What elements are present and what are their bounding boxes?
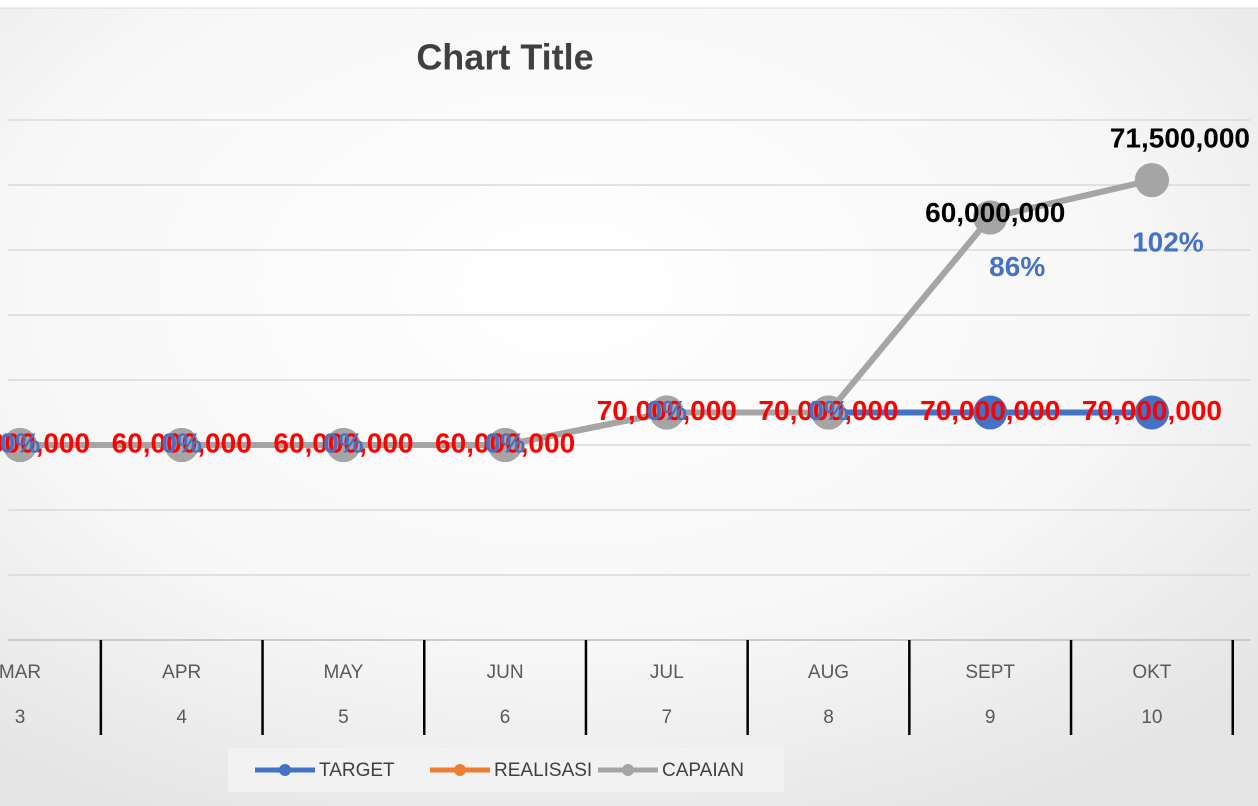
legend-label: CAPAIAN — [662, 760, 744, 781]
legend-marker — [454, 764, 466, 776]
data-label: 60,000,000 — [0, 427, 90, 458]
legend: TARGET REALISASI CAPAIAN — [228, 748, 784, 792]
x-tick-label: 9 — [985, 707, 996, 728]
data-label: 0% — [161, 427, 202, 458]
legend-label: REALISASI — [494, 760, 592, 781]
data-label: 0% — [485, 427, 526, 458]
x-tick-label: SEPT — [965, 662, 1015, 683]
x-tick-label: JUL — [650, 662, 684, 683]
marker — [1134, 163, 1169, 198]
legend-box — [228, 748, 784, 792]
x-tick-label: 10 — [1141, 707, 1162, 728]
marker — [3, 428, 37, 462]
marker — [649, 395, 684, 430]
x-tick-label: OKT — [1132, 662, 1171, 683]
x-tick-label: 3 — [15, 707, 26, 728]
marker — [973, 200, 1008, 235]
data-label: 102% — [1132, 227, 1204, 258]
data-label: 70,000,000 — [1082, 395, 1222, 426]
data-label: 0% — [0, 427, 40, 458]
marker — [164, 428, 199, 462]
marker — [973, 395, 1008, 430]
data-label: 86% — [989, 251, 1045, 282]
data-label: 0% — [323, 427, 364, 458]
data-label: 70,000,000 — [597, 395, 737, 426]
x-tick-label: APR — [162, 662, 201, 683]
marker — [1134, 395, 1169, 430]
x-tick-label: 7 — [662, 707, 673, 728]
x-tick-label: 5 — [338, 707, 349, 728]
data-label: 60,000,000 — [925, 197, 1065, 228]
data-label: 0% — [808, 395, 849, 426]
legend-marker — [622, 764, 634, 776]
legend-label: TARGET — [319, 760, 395, 781]
marker — [811, 395, 846, 430]
data-label: 60,000,000 — [112, 427, 252, 458]
data-label: 0% — [647, 395, 688, 426]
data-label: 60,000,000 — [273, 427, 413, 458]
chart-area — [0, 8, 1258, 806]
data-label: 70,000,000 — [920, 395, 1060, 426]
data-label: 60,000,000 — [435, 427, 575, 458]
marker — [488, 428, 523, 462]
x-tick-label: AUG — [808, 662, 849, 683]
x-tick-label: MAR — [0, 662, 41, 683]
series-line — [20, 177, 1153, 448]
marker — [326, 428, 361, 462]
x-tick-label: MAY — [324, 662, 364, 683]
data-label: 70,000,000 — [758, 395, 898, 426]
x-tick-label: 4 — [176, 707, 187, 728]
x-tick-label: JUN — [487, 662, 524, 683]
x-tick-label: 8 — [823, 707, 834, 728]
legend-marker — [279, 764, 291, 776]
data-label: 71,500,000 — [1110, 123, 1250, 154]
chart-title: Chart Title — [416, 37, 593, 78]
x-tick-label: 6 — [500, 707, 511, 728]
